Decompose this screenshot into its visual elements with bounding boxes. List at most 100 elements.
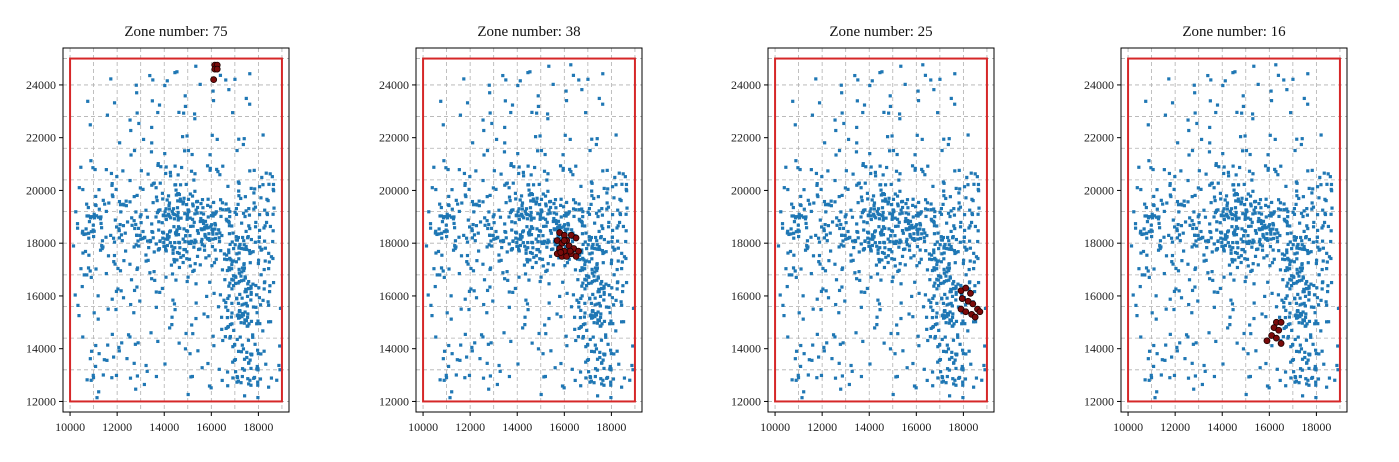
scatter-point (74, 210, 78, 214)
scatter-point (485, 219, 489, 223)
scatter-point (465, 253, 470, 258)
scatter-point (817, 101, 822, 105)
scatter-point (610, 296, 615, 300)
scatter-point (89, 275, 93, 280)
x-tick-label: 12000 (102, 420, 132, 434)
scatter-point (586, 281, 591, 286)
scatter-point (487, 243, 491, 247)
scatter-point (967, 267, 971, 272)
scatter-point (462, 233, 466, 238)
scatter-point (1222, 249, 1226, 253)
scatter-point (600, 322, 604, 326)
scatter-point (967, 281, 972, 285)
scatter-point (1168, 332, 1172, 336)
scatter-point (917, 200, 921, 205)
scatter-point (843, 299, 847, 303)
scatter-point (207, 237, 211, 242)
scatter-point (182, 196, 186, 200)
scatter-point (81, 187, 85, 192)
scatter-point (593, 374, 597, 379)
scatter-point (846, 137, 851, 142)
scatter-point (1274, 63, 1278, 67)
scatter-point (1219, 214, 1223, 218)
scatter-point (1214, 110, 1218, 115)
scatter-point (854, 150, 859, 154)
scatter-point (234, 275, 238, 279)
scatter-point (256, 348, 260, 352)
scatter-point (266, 300, 270, 304)
scatter-point (1155, 390, 1159, 394)
scatter-point (173, 231, 178, 235)
scatter-point (602, 366, 606, 371)
scatter-point (132, 288, 137, 293)
scatter-point (222, 298, 226, 302)
scatter-point (436, 249, 441, 254)
scatter-point (974, 255, 979, 259)
scatter-point (507, 215, 511, 219)
scatter-point (837, 194, 841, 199)
scatter-point (1290, 274, 1294, 278)
scatter-point (602, 383, 606, 387)
scatter-point (128, 376, 133, 380)
scatter-point (1317, 352, 1321, 356)
scatter-point (452, 226, 457, 230)
scatter-point (916, 334, 920, 338)
scatter-point (1247, 241, 1251, 246)
scatter-point (1301, 214, 1305, 219)
scatter-point (602, 237, 606, 242)
scatter-point (547, 316, 551, 321)
scatter-point (1225, 207, 1229, 211)
scatter-point (256, 395, 260, 400)
scatter-point (200, 237, 204, 241)
scatter-point (1317, 248, 1321, 252)
scatter-point (151, 201, 155, 205)
scatter-point (241, 347, 246, 351)
scatter-point (886, 254, 890, 258)
scatter-point (584, 111, 588, 115)
scatter-point (936, 231, 940, 235)
scatter-point (811, 343, 815, 347)
scatter-point (607, 220, 611, 225)
scatter-point (585, 358, 590, 362)
scatter-point (527, 233, 531, 237)
scatter-point (895, 374, 899, 379)
scatter-point (1190, 311, 1194, 315)
scatter-point (1254, 349, 1258, 353)
scatter-point (112, 253, 117, 258)
scatter-point (185, 214, 189, 218)
scatter-point (118, 141, 122, 145)
scatter-point (543, 194, 548, 198)
scatter-point (186, 240, 190, 244)
scatter-point (252, 191, 256, 195)
scatter-point (1208, 125, 1212, 130)
scatter-point (969, 362, 973, 366)
scatter-point (942, 181, 946, 185)
scatter-point (481, 376, 486, 380)
scatter-point (134, 210, 138, 214)
scatter-point (1279, 208, 1283, 212)
scatter-point (1222, 207, 1226, 211)
scatter-point (1278, 378, 1282, 383)
scatter-point (854, 331, 858, 335)
scatter-point (1231, 71, 1235, 75)
scatter-point (954, 298, 958, 302)
scatter-point (1287, 258, 1291, 262)
scatter-point (515, 240, 519, 245)
scatter-point (931, 384, 935, 388)
scatter-point (121, 296, 126, 300)
scatter-point (1307, 366, 1311, 371)
scatter-point (1300, 278, 1304, 282)
x-tick-label: 18000 (243, 420, 273, 434)
scatter-point (1295, 246, 1299, 250)
scatter-point (884, 255, 888, 259)
scatter-point (139, 213, 143, 217)
scatter-point (206, 215, 210, 219)
scatter-point (1246, 216, 1250, 220)
scatter-point (243, 310, 247, 314)
scatter-point (116, 266, 120, 271)
scatter-point (899, 208, 903, 212)
scatter-point (263, 259, 267, 263)
scatter-point (434, 187, 438, 192)
scatter-point (875, 323, 879, 327)
scatter-point (1330, 206, 1334, 210)
